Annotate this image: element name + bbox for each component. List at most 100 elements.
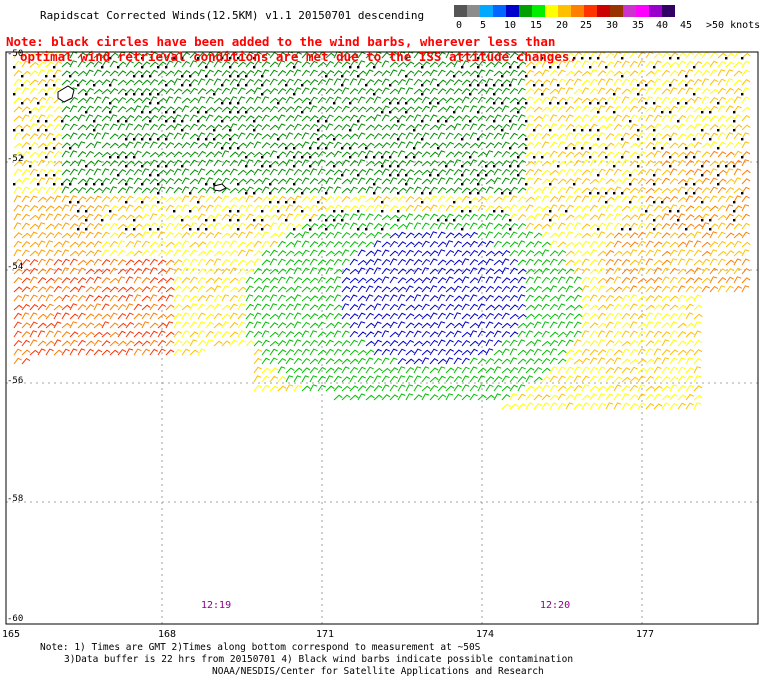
contamination-marker xyxy=(541,93,544,96)
legend-label: >50 knots xyxy=(706,20,760,31)
contamination-circles-layer xyxy=(13,57,744,231)
note-line-2: optimal wind retrieval conditions are me… xyxy=(20,49,577,64)
contamination-marker xyxy=(669,165,672,168)
contamination-marker xyxy=(573,57,576,60)
contamination-marker xyxy=(501,75,504,78)
contamination-marker xyxy=(213,93,216,96)
contamination-marker xyxy=(69,201,72,204)
legend-label: 10 xyxy=(504,20,517,31)
contamination-marker xyxy=(645,84,648,87)
lat-label-56: -56 xyxy=(7,376,24,386)
contamination-marker xyxy=(213,219,216,222)
contamination-marker xyxy=(237,111,240,114)
contamination-marker xyxy=(605,201,608,204)
contamination-marker xyxy=(701,174,704,177)
contamination-marker xyxy=(549,102,552,105)
contamination-marker xyxy=(237,210,240,213)
contamination-marker xyxy=(53,183,56,186)
footer: Note: 1) Times are GMT 2)Times along bot… xyxy=(0,642,760,678)
contamination-marker xyxy=(301,156,304,159)
contamination-marker xyxy=(685,183,688,186)
contamination-marker xyxy=(301,111,304,114)
contamination-marker xyxy=(357,210,360,213)
contamination-marker xyxy=(557,165,560,168)
contamination-marker xyxy=(653,183,656,186)
contamination-marker xyxy=(261,75,264,78)
contamination-marker xyxy=(437,84,440,87)
contamination-marker xyxy=(421,192,424,195)
map-frame xyxy=(5,51,759,625)
contamination-marker xyxy=(605,102,608,105)
contamination-marker xyxy=(589,156,592,159)
contamination-marker xyxy=(701,129,704,132)
wind-barb-group xyxy=(13,150,751,365)
contamination-marker xyxy=(693,192,696,195)
contamination-marker xyxy=(605,192,608,195)
contamination-marker xyxy=(669,156,672,159)
contamination-marker xyxy=(493,93,496,96)
contamination-marker xyxy=(413,129,416,132)
contamination-marker xyxy=(205,75,208,78)
contamination-marker xyxy=(261,219,264,222)
contamination-marker xyxy=(141,165,144,168)
contamination-marker xyxy=(69,183,72,186)
contamination-marker xyxy=(517,174,520,177)
contamination-marker xyxy=(277,102,280,105)
contamination-marker xyxy=(53,147,56,150)
contamination-marker xyxy=(421,120,424,123)
wind-barbs-layer xyxy=(13,51,751,410)
contamination-marker xyxy=(277,156,280,159)
contamination-marker xyxy=(397,174,400,177)
contamination-marker xyxy=(229,210,232,213)
contamination-marker xyxy=(677,219,680,222)
contamination-marker xyxy=(717,174,720,177)
contamination-marker xyxy=(229,75,232,78)
contamination-marker xyxy=(45,174,48,177)
contamination-marker xyxy=(101,66,104,69)
contamination-marker xyxy=(733,210,736,213)
contamination-marker xyxy=(349,147,352,150)
contamination-marker xyxy=(405,174,408,177)
contamination-marker xyxy=(685,228,688,231)
contamination-marker xyxy=(397,102,400,105)
contamination-marker xyxy=(373,66,376,69)
contamination-marker xyxy=(589,102,592,105)
contamination-marker xyxy=(157,192,160,195)
contamination-marker xyxy=(317,138,320,141)
contamination-marker xyxy=(285,201,288,204)
contamination-marker xyxy=(693,66,696,69)
contamination-marker xyxy=(157,228,160,231)
contamination-marker xyxy=(621,57,624,60)
contamination-marker xyxy=(437,174,440,177)
contamination-marker xyxy=(437,120,440,123)
contamination-marker xyxy=(357,174,360,177)
contamination-marker xyxy=(493,210,496,213)
contamination-marker xyxy=(133,138,136,141)
island-outline xyxy=(213,183,227,192)
wind-barb-group xyxy=(13,195,103,257)
contamination-marker xyxy=(77,84,80,87)
contamination-marker xyxy=(405,57,408,60)
contamination-marker xyxy=(141,111,144,114)
contamination-marker xyxy=(325,120,328,123)
legend-swatch xyxy=(532,5,545,17)
contamination-marker xyxy=(293,147,296,150)
contamination-marker xyxy=(333,138,336,141)
contamination-marker xyxy=(229,219,232,222)
contamination-marker xyxy=(197,120,200,123)
contamination-marker xyxy=(293,228,296,231)
contamination-marker xyxy=(549,219,552,222)
contamination-marker xyxy=(429,174,432,177)
contamination-marker xyxy=(301,192,304,195)
contamination-marker xyxy=(653,147,656,150)
contamination-marker xyxy=(549,183,552,186)
contamination-marker xyxy=(685,156,688,159)
contamination-marker xyxy=(213,129,216,132)
contamination-marker xyxy=(653,219,656,222)
contamination-marker xyxy=(21,75,24,78)
contamination-marker xyxy=(429,192,432,195)
contamination-marker xyxy=(341,75,344,78)
contamination-marker xyxy=(397,219,400,222)
contamination-marker xyxy=(645,210,648,213)
contamination-marker xyxy=(533,129,536,132)
